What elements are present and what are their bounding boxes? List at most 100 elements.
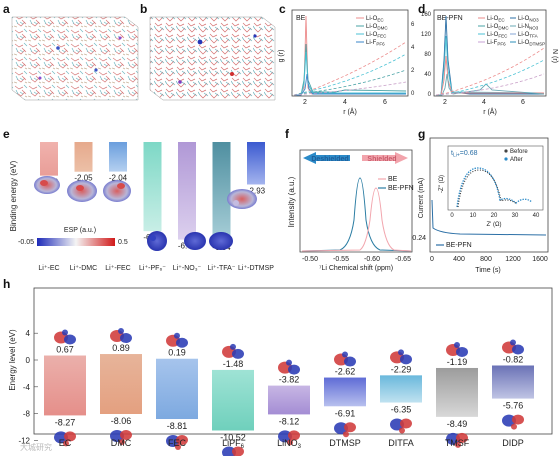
esp-molecule-pf6	[147, 231, 167, 251]
homo-orbital-icon	[334, 422, 356, 438]
esp-molecule-dtmsp	[227, 189, 257, 209]
panel-label-h: h	[3, 277, 10, 291]
tick-label: 800	[480, 256, 492, 263]
tick-label: 20	[491, 213, 498, 219]
tick-label: 1600	[532, 256, 548, 263]
energy-gap-bar	[380, 375, 422, 403]
binding-value: -2.93	[247, 186, 266, 195]
rdf-be-frame	[291, 9, 409, 97]
energy-gap-bar	[436, 367, 478, 417]
energy-gap-bar	[100, 354, 142, 415]
rdf-be-dmc-line	[294, 43, 407, 96]
energy-level-bars: 0.67 -8.27 0.89 -8.06 0.19 -8.81 -1.48 -10.52 -3…	[44, 343, 534, 442]
legend-label: Li-OEC	[487, 16, 505, 23]
rdf-be-tag: BE	[296, 15, 306, 22]
tick-label: 4	[343, 99, 347, 106]
legend-label: Li-ODTMSP	[518, 40, 545, 47]
binding-category: Li⁺-NO₃⁻	[173, 265, 202, 272]
energy-gap-bar	[324, 377, 366, 407]
energy-gap-bar	[44, 355, 86, 416]
tick-label: 1200	[505, 256, 521, 263]
rdf-pfn-cn-2	[435, 59, 545, 96]
energy-level-ylabel: Energy level (eV)	[8, 329, 17, 391]
binding-category: Li⁺-TFA⁻	[207, 265, 235, 272]
lumo-value: -1.19	[447, 357, 468, 367]
binding-energy-categories: Li⁺-EC Li⁺-DMC Li⁺-FEC Li⁺-PF₆⁻ Li⁺-NO₃⁻ Li⁺-…	[38, 265, 274, 272]
homo-orbital-icon	[502, 414, 524, 430]
binding-value: -2.04	[109, 174, 128, 183]
binding-category: Li⁺-DTMSP	[238, 265, 274, 272]
nmr-be-pfn-line	[301, 177, 412, 252]
nmr-xticks: -0.50 -0.55 -0.60 -0.65	[302, 256, 411, 263]
panel-label-c: c	[279, 2, 286, 16]
nmr-xlabel: ⁷Li Chemical shift (ppm)	[319, 265, 393, 272]
lumo-orbital-icon	[54, 329, 76, 345]
energy-level-category: EC	[59, 438, 72, 448]
tick-label: 160	[421, 12, 432, 18]
homo-value: -8.81	[167, 421, 188, 431]
legend-label: BE-PFN	[388, 185, 414, 192]
rdf-pfn-dtmsp-line	[436, 73, 545, 96]
binding-energy-ylabel: Binding energy (eV)	[9, 160, 18, 231]
esp-min: -0.05	[18, 239, 34, 246]
lumo-orbital-icon	[278, 359, 300, 375]
eis-before-points	[457, 169, 518, 208]
rdf-pfn-ec-line	[436, 55, 544, 96]
esp-max: 0.5	[118, 239, 128, 246]
tick-label: 10	[470, 213, 477, 219]
tick-label: 0	[411, 91, 415, 97]
homo-value: -6.91	[335, 408, 356, 418]
panel-label-g: g	[418, 127, 425, 141]
chrono-ylabel: Current (mA)	[418, 178, 425, 218]
esp-molecule-ec	[34, 176, 60, 194]
rdf-be-yrticks: 0 2 4 6	[411, 22, 415, 97]
rdf-chart-be: BE g (r) r (Å) 2 4 6 0 2 4 6 Li-OEC Li-O…	[278, 9, 415, 116]
homo-orbital-icon	[390, 418, 412, 434]
homo-value: -6.35	[391, 405, 412, 415]
chrono-xticks: 0 400 800 1200 1600	[430, 256, 548, 263]
ytick-label: -4	[23, 383, 31, 392]
tick-label: -0.55	[333, 256, 349, 263]
tick-label: 6	[521, 99, 525, 106]
chrono-current-line	[431, 199, 547, 236]
homo-value: -8.06	[111, 416, 132, 426]
energy-level-categories: EC DMC FEC LiPF6 LiNO3 DTMSP DITFA TMSF DIDP	[59, 438, 524, 450]
lumo-orbital-icon	[110, 328, 132, 344]
energy-level-category: DMC	[111, 438, 132, 448]
tick-label: 0	[428, 92, 432, 98]
energy-gap-bar	[492, 365, 534, 399]
lumo-value: -0.82	[503, 354, 524, 364]
md-snapshot-be	[11, 16, 139, 101]
chrono-series-label: BE-PFN	[446, 242, 472, 249]
binding-bar	[74, 142, 93, 172]
homo-value: -8.27	[55, 417, 76, 427]
rdf-pfn-tag: BE-PFN	[437, 15, 463, 22]
binding-bar	[178, 142, 196, 240]
lumo-value: 0.67	[56, 345, 74, 355]
rdf-pfn-xlabel: r (Å)	[483, 107, 497, 116]
energy-level-chart: Energy level (eV) 4 0 -4 -8 -12 0.67 -8.27 0.8…	[8, 287, 553, 456]
lumo-value: 0.89	[112, 343, 130, 353]
tick-label: -0.60	[364, 256, 380, 263]
legend-label: Li-OFEC	[487, 32, 508, 39]
homo-orbital-icon	[166, 435, 188, 451]
watermark: 大城研究	[20, 442, 52, 452]
tick-label: 0	[450, 213, 454, 219]
shield-arrow: Shielded	[362, 152, 408, 164]
eis-ylabel: -Z'' (Ω)	[439, 175, 445, 193]
rdf-be-legend: Li-OEC Li-ODMC Li-OFEC Li-FPF6	[356, 16, 388, 47]
binding-category: Li⁺-PF₆⁻	[139, 265, 166, 272]
legend-label: Li-FPF6	[366, 40, 385, 47]
ytick-label: -8	[23, 410, 31, 419]
binding-bar	[109, 142, 127, 172]
legend-label: BE	[388, 176, 398, 183]
energy-level-category: LiPF6	[222, 438, 245, 450]
panel-label-e: e	[3, 127, 10, 141]
legend-label: Li-ONO3	[518, 16, 539, 23]
tick-label: 0	[430, 256, 434, 263]
homo-orbital-icon	[222, 446, 244, 456]
rdf-be-pf6-cn	[293, 81, 407, 96]
energy-level-category: TMSF	[445, 438, 470, 448]
legend-label: Li-OFEC	[366, 32, 387, 39]
